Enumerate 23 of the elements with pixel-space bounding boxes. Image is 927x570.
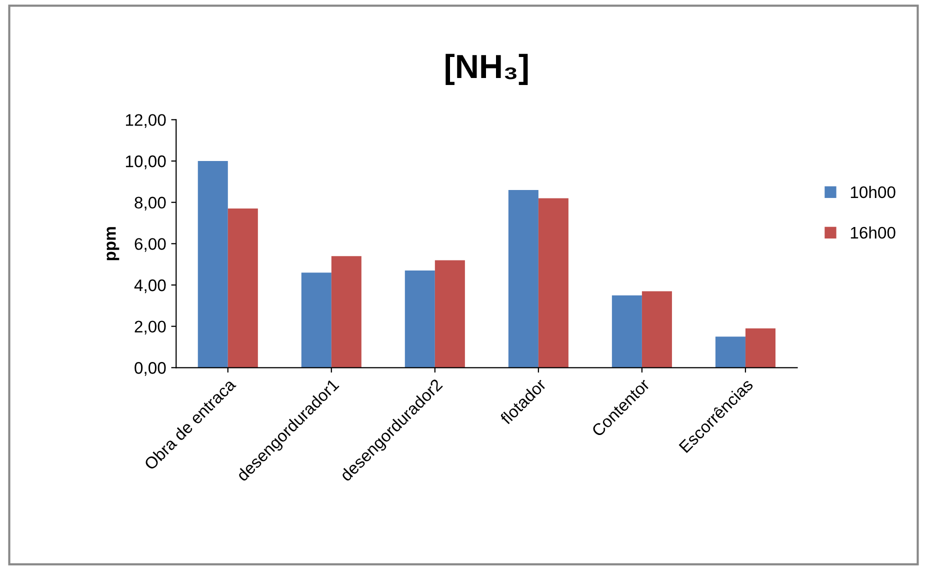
bar <box>228 208 258 368</box>
bar <box>715 336 746 368</box>
legend-label: 16h00 <box>850 226 896 239</box>
y-tick-label: 2,00 <box>134 320 166 334</box>
bar <box>642 291 672 368</box>
bar <box>612 295 642 368</box>
y-tick-label: 6,00 <box>134 238 166 252</box>
bar <box>434 260 465 368</box>
bar <box>745 328 776 368</box>
bar <box>331 256 362 368</box>
y-tick-label: 12,00 <box>126 114 166 128</box>
y-axis-title: ppm <box>106 227 120 260</box>
y-tick-label: 8,00 <box>134 196 166 211</box>
bar <box>508 190 538 368</box>
bar <box>301 272 332 368</box>
chart-title: [NH₃] <box>446 54 528 85</box>
bar <box>404 270 435 368</box>
y-tick-label: 0,00 <box>134 362 166 376</box>
y-tick-label: 10,00 <box>126 155 166 170</box>
legend-label: 10h00 <box>850 186 896 198</box>
bar <box>538 198 568 368</box>
y-tick-label: 4,00 <box>134 279 166 294</box>
bar <box>198 161 228 368</box>
